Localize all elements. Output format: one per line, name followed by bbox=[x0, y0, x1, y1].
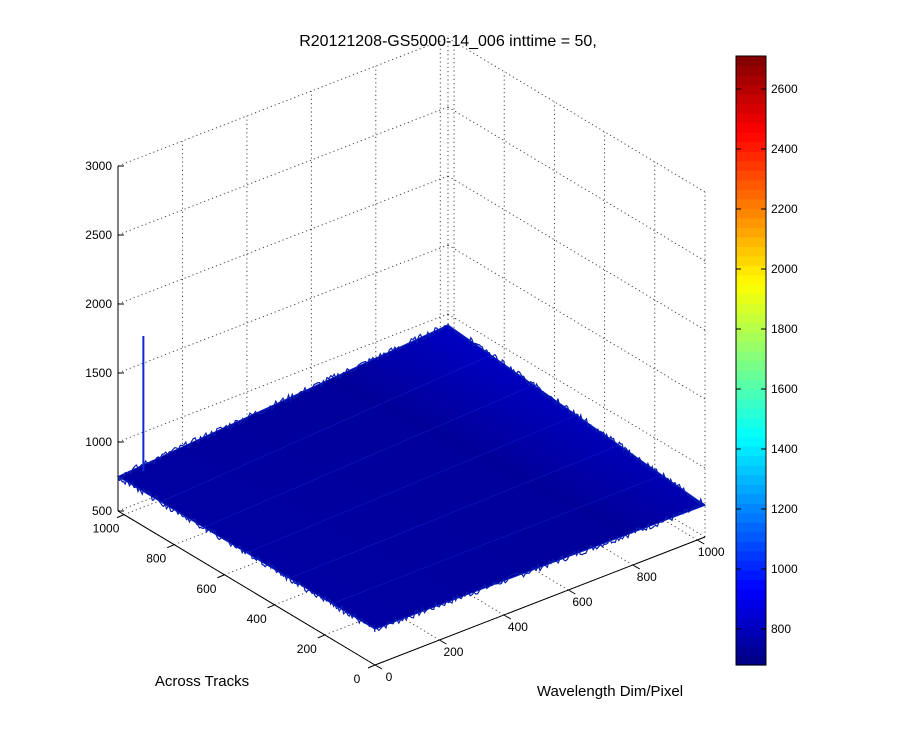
surface-mesh bbox=[116, 323, 707, 633]
axis-ticks: 0 200 400 600 800 1000 0 200 400 600 800 1000 500 100… bbox=[85, 159, 725, 686]
colorbar-tick-label: 2600 bbox=[771, 82, 798, 96]
x-tick-label: 1000 bbox=[698, 545, 725, 559]
z-tick-label: 2000 bbox=[85, 297, 112, 311]
colorbar-tick-label: 2400 bbox=[771, 142, 798, 156]
colorbar: 800 1000 1200 1400 1600 1800 2000 2200 2400 2600 bbox=[735, 55, 798, 666]
y-tick-label: 600 bbox=[196, 582, 216, 596]
colorbar-tick-label: 2200 bbox=[771, 202, 798, 216]
x-tick-label: 0 bbox=[386, 670, 393, 684]
x-tick-label: 600 bbox=[572, 595, 592, 609]
chart-title: R20121208-GS5000-14_006 inttime = 50, bbox=[299, 33, 597, 50]
y-axis-label: Across Tracks bbox=[155, 673, 249, 690]
x-tick-label: 400 bbox=[508, 620, 528, 634]
y-tick-label: 800 bbox=[146, 552, 166, 566]
y-tick-label: 200 bbox=[297, 642, 317, 656]
colorbar-tick-label: 1800 bbox=[771, 322, 798, 336]
z-tick-label: 500 bbox=[92, 504, 112, 518]
colorbar-tick-label: 1600 bbox=[771, 382, 798, 396]
x-axis-label: Wavelength Dim/Pixel bbox=[537, 683, 683, 700]
z-tick-label: 3000 bbox=[85, 159, 112, 173]
y-tick-label: 0 bbox=[354, 672, 361, 686]
x-tick-label: 200 bbox=[443, 645, 463, 659]
y-tick-label: 400 bbox=[247, 612, 267, 626]
colorbar-tick-label: 2000 bbox=[771, 262, 798, 276]
x-tick-label: 800 bbox=[637, 570, 657, 584]
axes-frame bbox=[117, 166, 706, 666]
z-tick-label: 1500 bbox=[85, 366, 112, 380]
colorbar-tick-label: 800 bbox=[771, 622, 791, 636]
z-tick-label: 2500 bbox=[85, 228, 112, 242]
colorbar-tick-label: 1000 bbox=[771, 562, 798, 576]
colorbar-tick-label: 1200 bbox=[771, 502, 798, 516]
y-tick-label: 1000 bbox=[93, 522, 120, 536]
colorbar-tick-label: 1400 bbox=[771, 442, 798, 456]
z-tick-label: 1000 bbox=[85, 435, 112, 449]
colorbar-frame bbox=[735, 55, 767, 666]
